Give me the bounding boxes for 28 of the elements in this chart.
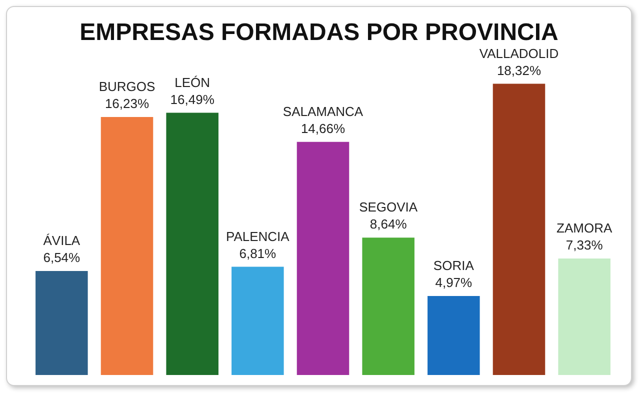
data-label: 16,49% — [170, 92, 215, 107]
bar — [100, 116, 154, 375]
bar — [362, 238, 414, 375]
data-label: 6,81% — [239, 246, 277, 261]
bar — [492, 84, 546, 375]
data-label: 16,23% — [104, 96, 150, 112]
x-tick-label: SEGOVIA — [359, 200, 418, 215]
x-tick-label: BURGOS — [98, 79, 156, 94]
x-tick-label: PALENCIA — [226, 228, 290, 244]
data-label: 6,54% — [43, 250, 81, 266]
data-label: 7,33% — [566, 238, 604, 253]
x-tick-label: VALLADOLID — [479, 46, 559, 61]
data-label: 4,97% — [435, 275, 473, 290]
data-label: 14,66% — [300, 120, 346, 136]
x-tick-label: SORIA — [433, 258, 474, 274]
bar — [558, 258, 610, 375]
bar — [296, 142, 350, 375]
chart-title: EMPRESAS FORMADAS POR PROVINCIA — [78, 19, 560, 47]
data-label: 8,64% — [370, 216, 408, 232]
bar — [166, 112, 218, 375]
data-label: 18,32% — [496, 62, 542, 78]
x-tick-label: LEÓN — [174, 74, 210, 90]
bar — [232, 266, 284, 375]
bar — [428, 296, 480, 375]
x-tick-label: ZAMORA — [556, 220, 612, 236]
x-tick-label: ÁVILA — [43, 233, 80, 248]
x-tick-label: SALAMANCA — [282, 104, 364, 119]
bar — [36, 271, 88, 375]
